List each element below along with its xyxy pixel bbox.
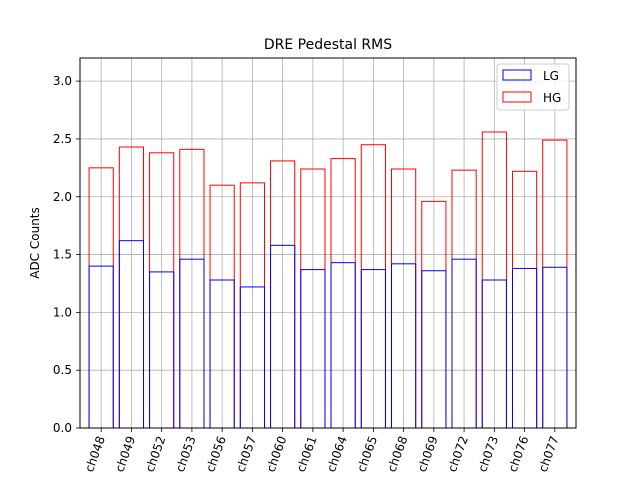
y-tick-label: 3.0 xyxy=(53,74,72,88)
y-tick-label: 0.0 xyxy=(53,421,72,435)
legend-swatch-hg xyxy=(502,91,532,103)
legend-swatch-lg xyxy=(502,69,532,81)
y-tick-label: 2.0 xyxy=(53,190,72,204)
legend-label-lg: LG xyxy=(543,69,559,83)
grid-layer xyxy=(80,58,576,429)
y-tick-label: 1.5 xyxy=(53,248,72,262)
legend-label-hg: HG xyxy=(543,91,561,105)
y-tick-label: 0.5 xyxy=(53,363,72,377)
y-axis-label: ADC Counts xyxy=(28,207,42,279)
plot-area-frame xyxy=(79,57,577,429)
y-tick-label: 1.0 xyxy=(53,305,72,319)
legend: LG HG xyxy=(496,63,570,111)
y-tick-label: 2.5 xyxy=(53,132,72,146)
legend-box xyxy=(496,63,570,111)
chart-title: DRE Pedestal RMS xyxy=(264,37,392,53)
